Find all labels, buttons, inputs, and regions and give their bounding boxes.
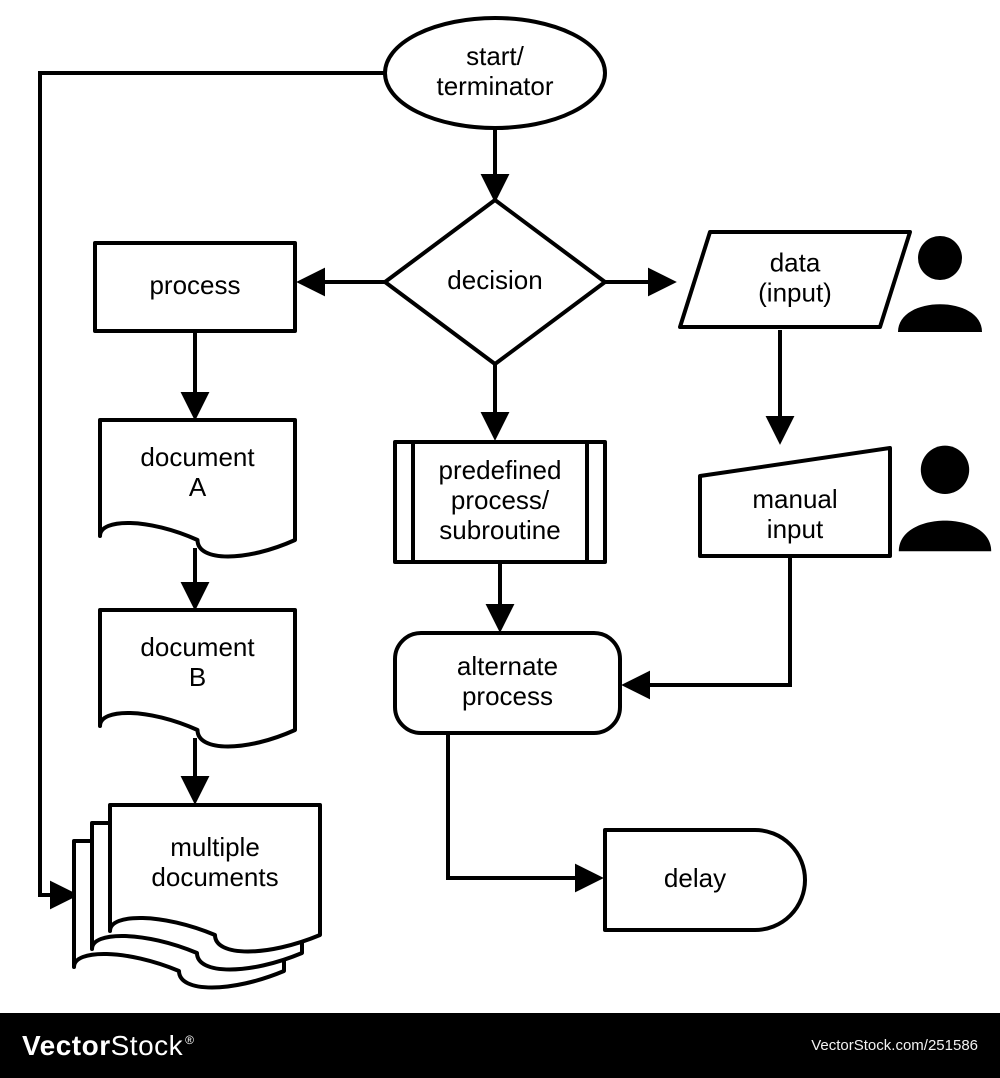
svg-text:B: B — [189, 662, 206, 692]
person-icon — [898, 236, 982, 332]
svg-text:process: process — [149, 270, 240, 300]
svg-text:start/: start/ — [466, 41, 525, 71]
svg-text:process: process — [462, 681, 553, 711]
svg-text:document: document — [140, 442, 255, 472]
svg-text:process/: process/ — [451, 485, 550, 515]
svg-text:A: A — [189, 472, 207, 502]
svg-text:multiple: multiple — [170, 832, 260, 862]
svg-text:manual: manual — [752, 484, 837, 514]
svg-text:alternate: alternate — [457, 651, 558, 681]
svg-text:subroutine: subroutine — [439, 515, 560, 545]
svg-text:delay: delay — [664, 863, 726, 893]
flowchart-svg: start/terminator decision process data(inpu… — [0, 0, 1000, 1078]
stock-url: VectorStock.com/251586 — [811, 1037, 978, 1054]
svg-text:predefined: predefined — [439, 455, 562, 485]
svg-text:decision: decision — [447, 265, 542, 295]
svg-text:input: input — [767, 514, 824, 544]
svg-text:documents: documents — [151, 862, 278, 892]
footer-bar: VectorStock® VectorStock.com/251586 — [0, 1013, 1000, 1078]
brand-suffix: Stock — [111, 1030, 184, 1061]
svg-text:terminator: terminator — [436, 71, 553, 101]
person-icon — [899, 446, 991, 552]
svg-text:document: document — [140, 632, 255, 662]
brand-label: VectorStock® — [22, 1030, 194, 1062]
flowchart-canvas: start/terminator decision process data(inpu… — [0, 0, 1000, 1078]
brand-prefix: Vector — [22, 1030, 111, 1061]
svg-text:(input): (input) — [758, 277, 832, 307]
svg-text:data: data — [770, 247, 821, 277]
registered-mark: ® — [185, 1033, 194, 1047]
